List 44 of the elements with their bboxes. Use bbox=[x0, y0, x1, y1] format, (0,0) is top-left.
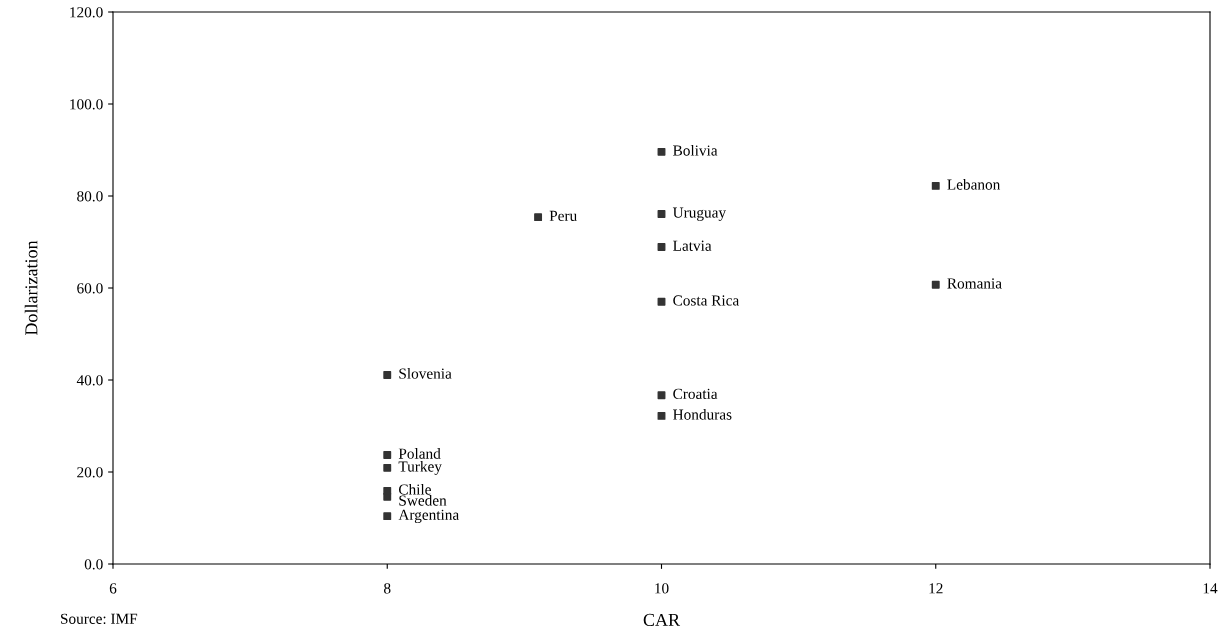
point bbox=[383, 463, 392, 472]
x-tick-label: 8 bbox=[384, 583, 391, 594]
x-tick-label: 14 bbox=[1203, 583, 1218, 594]
annotation: Sweden bbox=[399, 494, 447, 506]
x-tick-label: 6 bbox=[109, 583, 117, 594]
point bbox=[931, 181, 940, 190]
point bbox=[657, 209, 666, 218]
point bbox=[657, 297, 666, 306]
y-axis-title: Dollarization bbox=[24, 240, 38, 336]
annotation: Turkey bbox=[398, 460, 442, 475]
point bbox=[657, 411, 666, 420]
annotation: Poland bbox=[398, 448, 441, 459]
point bbox=[383, 492, 392, 501]
annotation: Croatia bbox=[673, 388, 718, 399]
annotation: Costa Rica bbox=[673, 295, 740, 306]
point bbox=[534, 213, 543, 222]
x-axis-title: CAR bbox=[643, 613, 681, 626]
x-tick-label: 10 bbox=[655, 583, 669, 594]
annotation: Uruguay bbox=[672, 207, 727, 221]
annotation: Slovenia bbox=[399, 368, 452, 379]
y-tick-label: 120.0 bbox=[70, 7, 103, 18]
annotation: Bolivia bbox=[673, 144, 718, 156]
annotation: Argentina bbox=[398, 509, 459, 524]
point bbox=[657, 243, 666, 252]
y-tick-label: 80.0 bbox=[77, 191, 103, 202]
y-tick-label: 100.0 bbox=[70, 99, 103, 110]
y-tick-label: 40.0 bbox=[76, 375, 103, 386]
y-tick-label: 60.0 bbox=[77, 283, 103, 294]
x-tick-label: 12 bbox=[929, 583, 943, 594]
y-tick-label: 20.0 bbox=[77, 467, 103, 478]
point bbox=[383, 370, 392, 379]
point bbox=[657, 391, 666, 400]
annotation: Latvia bbox=[673, 240, 712, 251]
point bbox=[383, 451, 392, 459]
point bbox=[657, 147, 666, 156]
annotation: Peru bbox=[549, 210, 577, 221]
source-note: Source: IMF bbox=[61, 613, 138, 624]
annotation: Chile bbox=[398, 483, 431, 495]
annotation: Romania bbox=[947, 278, 1002, 289]
point bbox=[931, 280, 940, 289]
annotation: Lebanon bbox=[947, 178, 1001, 190]
annotation: Honduras bbox=[673, 408, 732, 420]
point bbox=[383, 512, 392, 521]
y-tick-label: 0.0 bbox=[84, 559, 103, 570]
